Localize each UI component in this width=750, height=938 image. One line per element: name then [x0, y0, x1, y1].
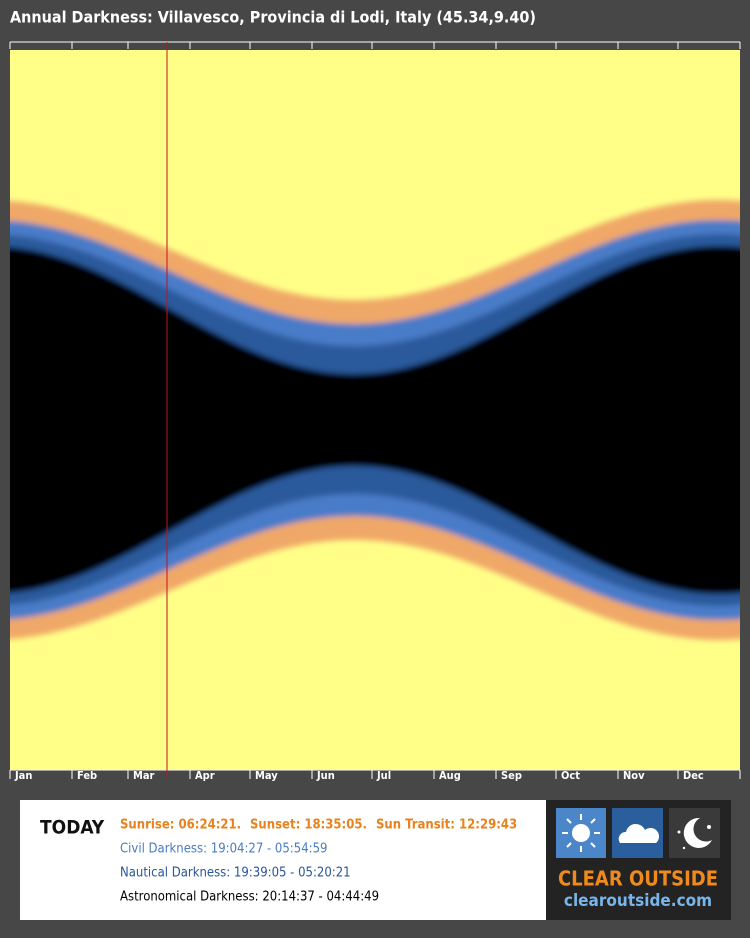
star: [677, 830, 681, 834]
darkness-plot: [10, 50, 740, 770]
logo-url: clearoutside.com: [564, 891, 712, 911]
moon-icon: [669, 808, 720, 858]
bands: [10, 200, 740, 640]
month-label: Nov: [623, 769, 645, 782]
civil-darkness: Civil Darkness: 19:04:27 - 05:54:59: [120, 842, 327, 857]
month-label: Jul: [376, 769, 391, 782]
months: Jan Feb Mar Apr May Jun Jul Aug Sep Oct Nov Dec: [9, 42, 741, 782]
month-label: Jun: [316, 769, 335, 782]
sun-rays: [562, 814, 600, 852]
sun-disc: [572, 824, 590, 842]
today-label: TODAY: [40, 817, 105, 839]
month-label: Oct: [561, 769, 580, 782]
month-label: May: [255, 769, 278, 782]
title: Annual Darkness: Villavesco, Provincia d…: [10, 8, 536, 27]
month-label: Mar: [133, 769, 155, 782]
month-label: Apr: [195, 769, 215, 782]
star: [682, 846, 686, 850]
month-label: Jan: [14, 769, 32, 782]
cloud-shape: [618, 823, 660, 843]
astronomical-darkness: Astronomical Darkness: 20:14:37 - 04:44:…: [120, 890, 379, 905]
month-label: Dec: [683, 769, 704, 782]
moon-shape: [683, 817, 712, 848]
sunrise: Sunrise: 06:24:21.: [120, 818, 241, 833]
nautical-darkness: Nautical Darkness: 19:39:05 - 05:20:21: [120, 866, 351, 881]
sunset: Sunset: 18:35:05.: [250, 818, 367, 833]
month-label: Sep: [501, 769, 522, 782]
night: [10, 246, 740, 594]
month-label: Aug: [439, 769, 461, 782]
sun-transit: Sun Transit: 12:29:43: [376, 818, 517, 833]
month-label: Feb: [77, 769, 97, 782]
star: [707, 825, 711, 829]
today-panel: [20, 800, 546, 920]
logo-name: CLEAR OUTSIDE: [558, 867, 718, 891]
